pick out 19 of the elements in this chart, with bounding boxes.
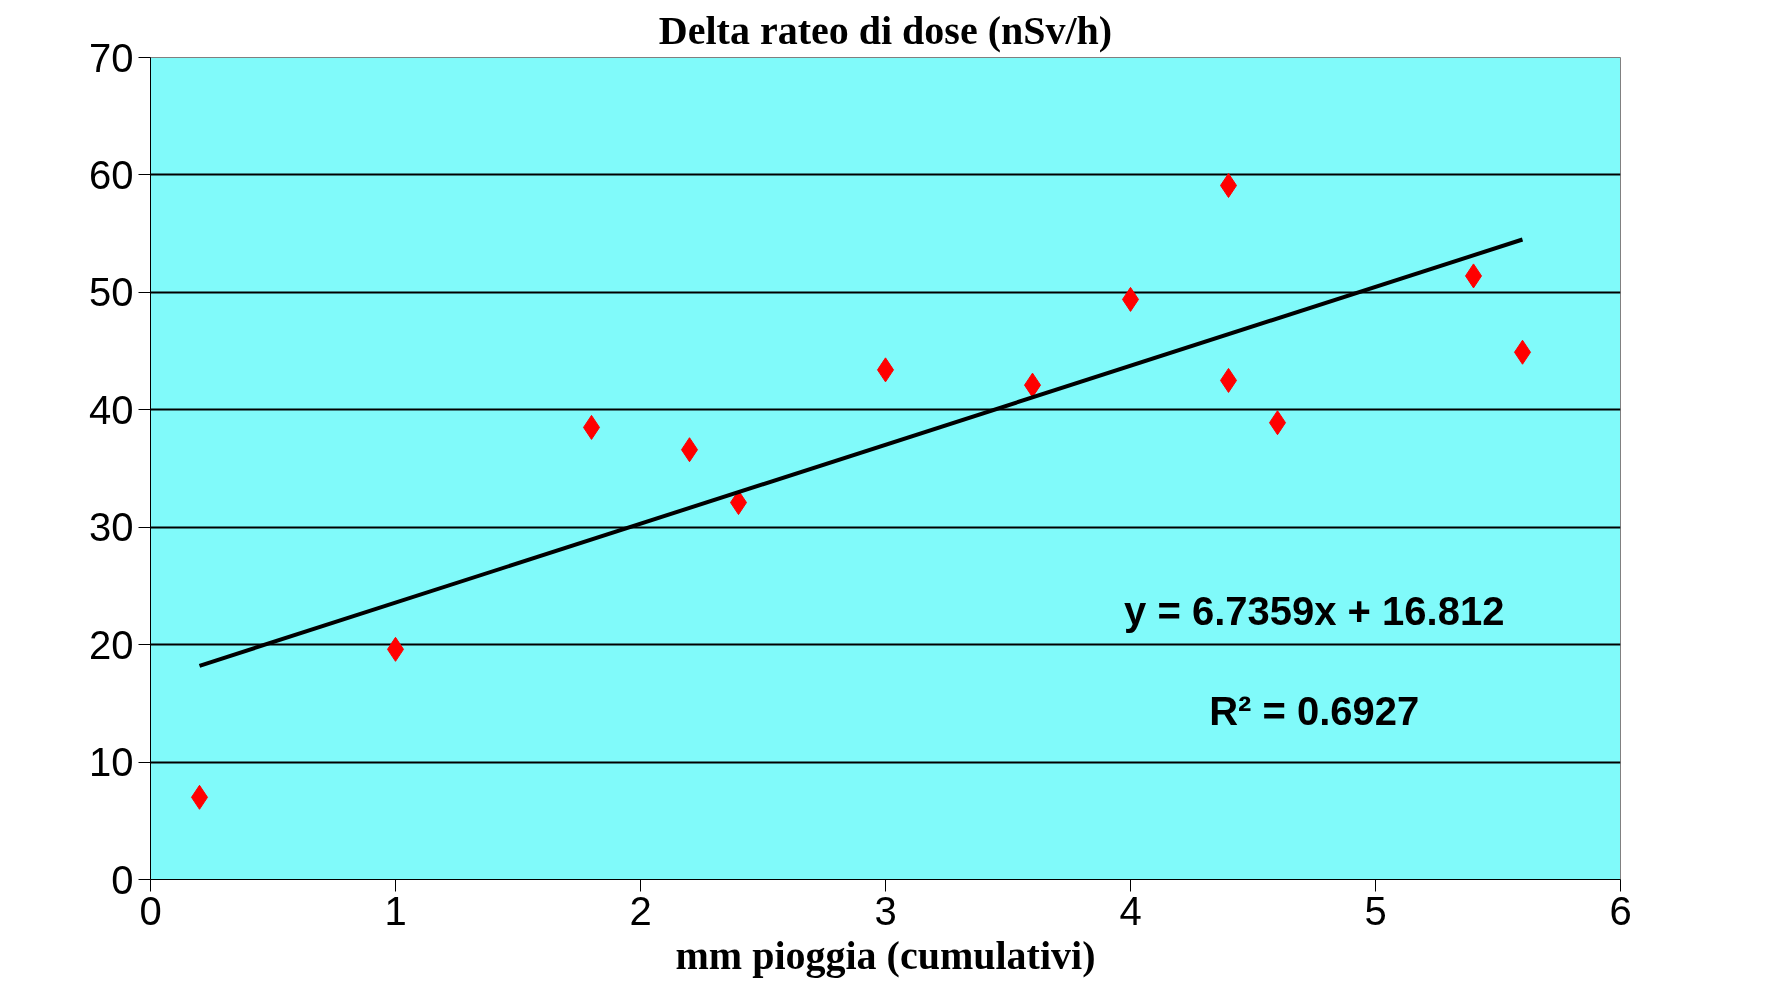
annotation: R² = 0.6927 xyxy=(1209,688,1420,733)
x-tick-label: 6 xyxy=(1609,888,1632,933)
y-tick-label: 20 xyxy=(89,622,134,667)
x-tick-label: 1 xyxy=(384,888,407,933)
x-tick-label: 5 xyxy=(1364,888,1387,933)
y-tick-label: 70 xyxy=(89,35,134,80)
y-tick-label: 50 xyxy=(89,270,134,315)
x-tick-label: 2 xyxy=(629,888,652,933)
y-tick-label: 40 xyxy=(89,387,134,432)
x-tick-label: 4 xyxy=(1119,888,1142,933)
annotation: y = 6.7359x + 16.812 xyxy=(1124,588,1505,633)
x-tick-label: 3 xyxy=(874,888,897,933)
y-tick-label: 30 xyxy=(89,505,134,550)
y-tick-label: 10 xyxy=(89,740,134,785)
chart-title: Delta rateo di dose (nSv/h) xyxy=(658,7,1113,53)
x-tick-label: 0 xyxy=(139,888,162,933)
x-axis-title: mm pioggia (cumulativi) xyxy=(675,932,1096,978)
y-tick-label: 60 xyxy=(89,152,134,197)
y-tick-label: 0 xyxy=(111,857,134,902)
